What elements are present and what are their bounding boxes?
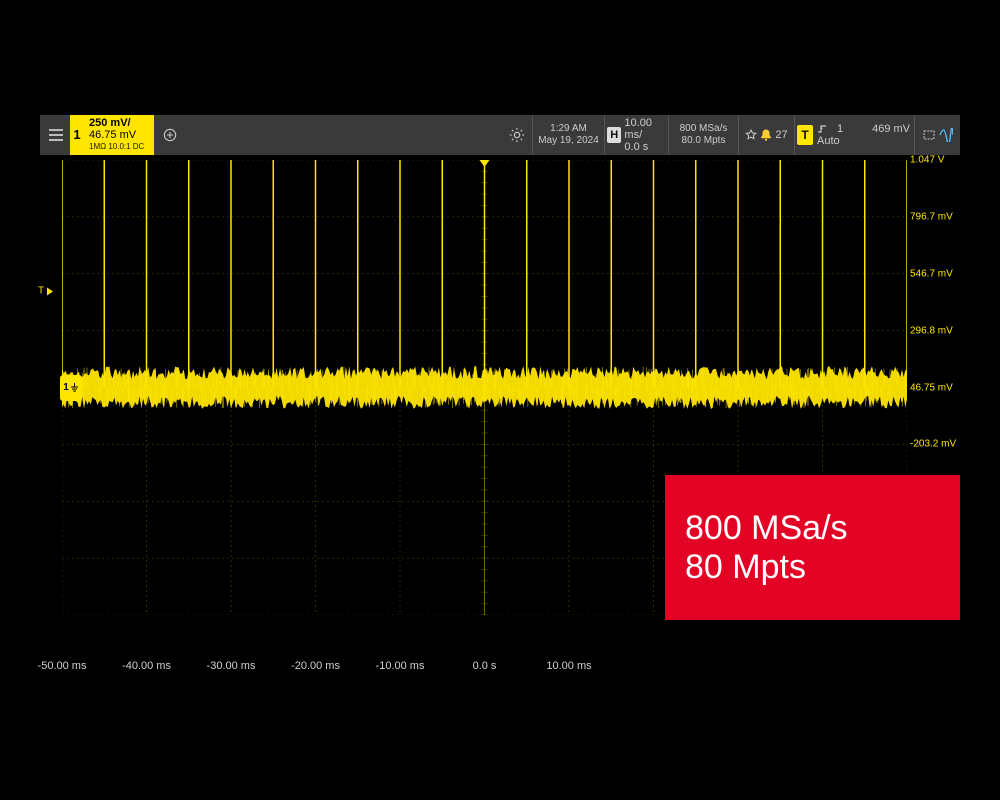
overlay-line-2: 80 Mpts: [685, 548, 960, 587]
trigger-source: 1: [837, 123, 843, 135]
trigger-mode: Auto: [817, 135, 914, 147]
top-toolbar: 1 250 mV/ 46.75 mV 1MΩ 10.0:1 DC 1:29 AM…: [40, 115, 960, 155]
clock-date: May 19, 2024: [538, 135, 599, 147]
add-channel-button[interactable]: [154, 115, 186, 155]
y-axis-tick-label: 796.7 mV: [910, 211, 953, 222]
channel-1-coupling: 1MΩ 10.0:1 DC: [75, 141, 144, 153]
x-axis-labels: -50.00 ms-40.00 ms-30.00 ms-20.00 ms-10.…: [62, 660, 907, 680]
hamburger-icon: [47, 126, 65, 144]
overlay-line-1: 800 MSa/s: [685, 509, 960, 548]
plus-icon: [163, 128, 177, 142]
x-axis-tick-label: -10.00 ms: [376, 660, 425, 672]
y-axis-tick-label: -203.2 mV: [910, 439, 956, 450]
channel-1-control[interactable]: 1 250 mV/ 46.75 mV 1MΩ 10.0:1 DC: [72, 115, 154, 155]
trigger-badge: T: [797, 125, 813, 145]
y-axis-tick-label: 1.047 V: [910, 155, 944, 166]
horizontal-badge: H: [607, 127, 621, 143]
star-icon: [745, 129, 757, 141]
y-axis-tick-label: 546.7 mV: [910, 268, 953, 279]
menu-button[interactable]: [40, 115, 72, 155]
triangle-right-icon: [47, 287, 53, 295]
horizontal-timebase: 10.00 ms/: [624, 117, 668, 141]
bell-icon: [759, 128, 773, 142]
info-overlay: 800 MSa/s 80 Mpts: [665, 475, 960, 620]
clock-time: 1:29 AM: [550, 123, 587, 135]
horizontal-delay: 0.0 s: [624, 141, 668, 153]
edge-rising-icon: [817, 124, 827, 134]
channel-1-offset: 46.75 mV: [75, 129, 136, 141]
trigger-control[interactable]: T 1 469 mV Auto: [794, 115, 914, 155]
x-axis-tick-label: -30.00 ms: [207, 660, 256, 672]
horizontal-control[interactable]: H 10.00 ms/ 0.0 s: [604, 115, 668, 155]
channel-1-ground-marker[interactable]: 1: [60, 375, 82, 401]
acquisition-depth: 80.0 Mpts: [682, 135, 726, 147]
channel-1-ground-label: 1: [63, 382, 69, 393]
clock-display[interactable]: 1:29 AM May 19, 2024: [532, 115, 604, 155]
acquisition-rate: 800 MSa/s: [680, 123, 728, 135]
toolbar-spacer: [186, 115, 502, 155]
x-axis-tick-label: 10.00 ms: [546, 660, 591, 672]
rectangle-select-icon: [922, 128, 936, 142]
annotations-count: 27: [775, 129, 787, 141]
annotations-control[interactable]: 27: [738, 115, 794, 155]
x-axis-tick-label: 0.0 s: [473, 660, 497, 672]
waveform-icon: [939, 128, 953, 142]
y-axis-tick-label: 296.8 mV: [910, 325, 953, 336]
x-axis-tick-label: -20.00 ms: [291, 660, 340, 672]
trigger-level: 469 mV: [872, 123, 910, 135]
x-axis-tick-label: -40.00 ms: [122, 660, 171, 672]
brightness-button[interactable]: [502, 115, 532, 155]
tools-control[interactable]: [914, 115, 960, 155]
sun-icon: [509, 127, 525, 143]
trigger-level-marker[interactable]: T: [38, 286, 53, 297]
ground-icon: [70, 383, 79, 393]
y-axis-tick-label: 46.75 mV: [910, 382, 953, 393]
trigger-marker-label: T: [38, 286, 44, 297]
x-axis-tick-label: -50.00 ms: [38, 660, 87, 672]
acquisition-control[interactable]: 800 MSa/s 80.0 Mpts: [668, 115, 738, 155]
